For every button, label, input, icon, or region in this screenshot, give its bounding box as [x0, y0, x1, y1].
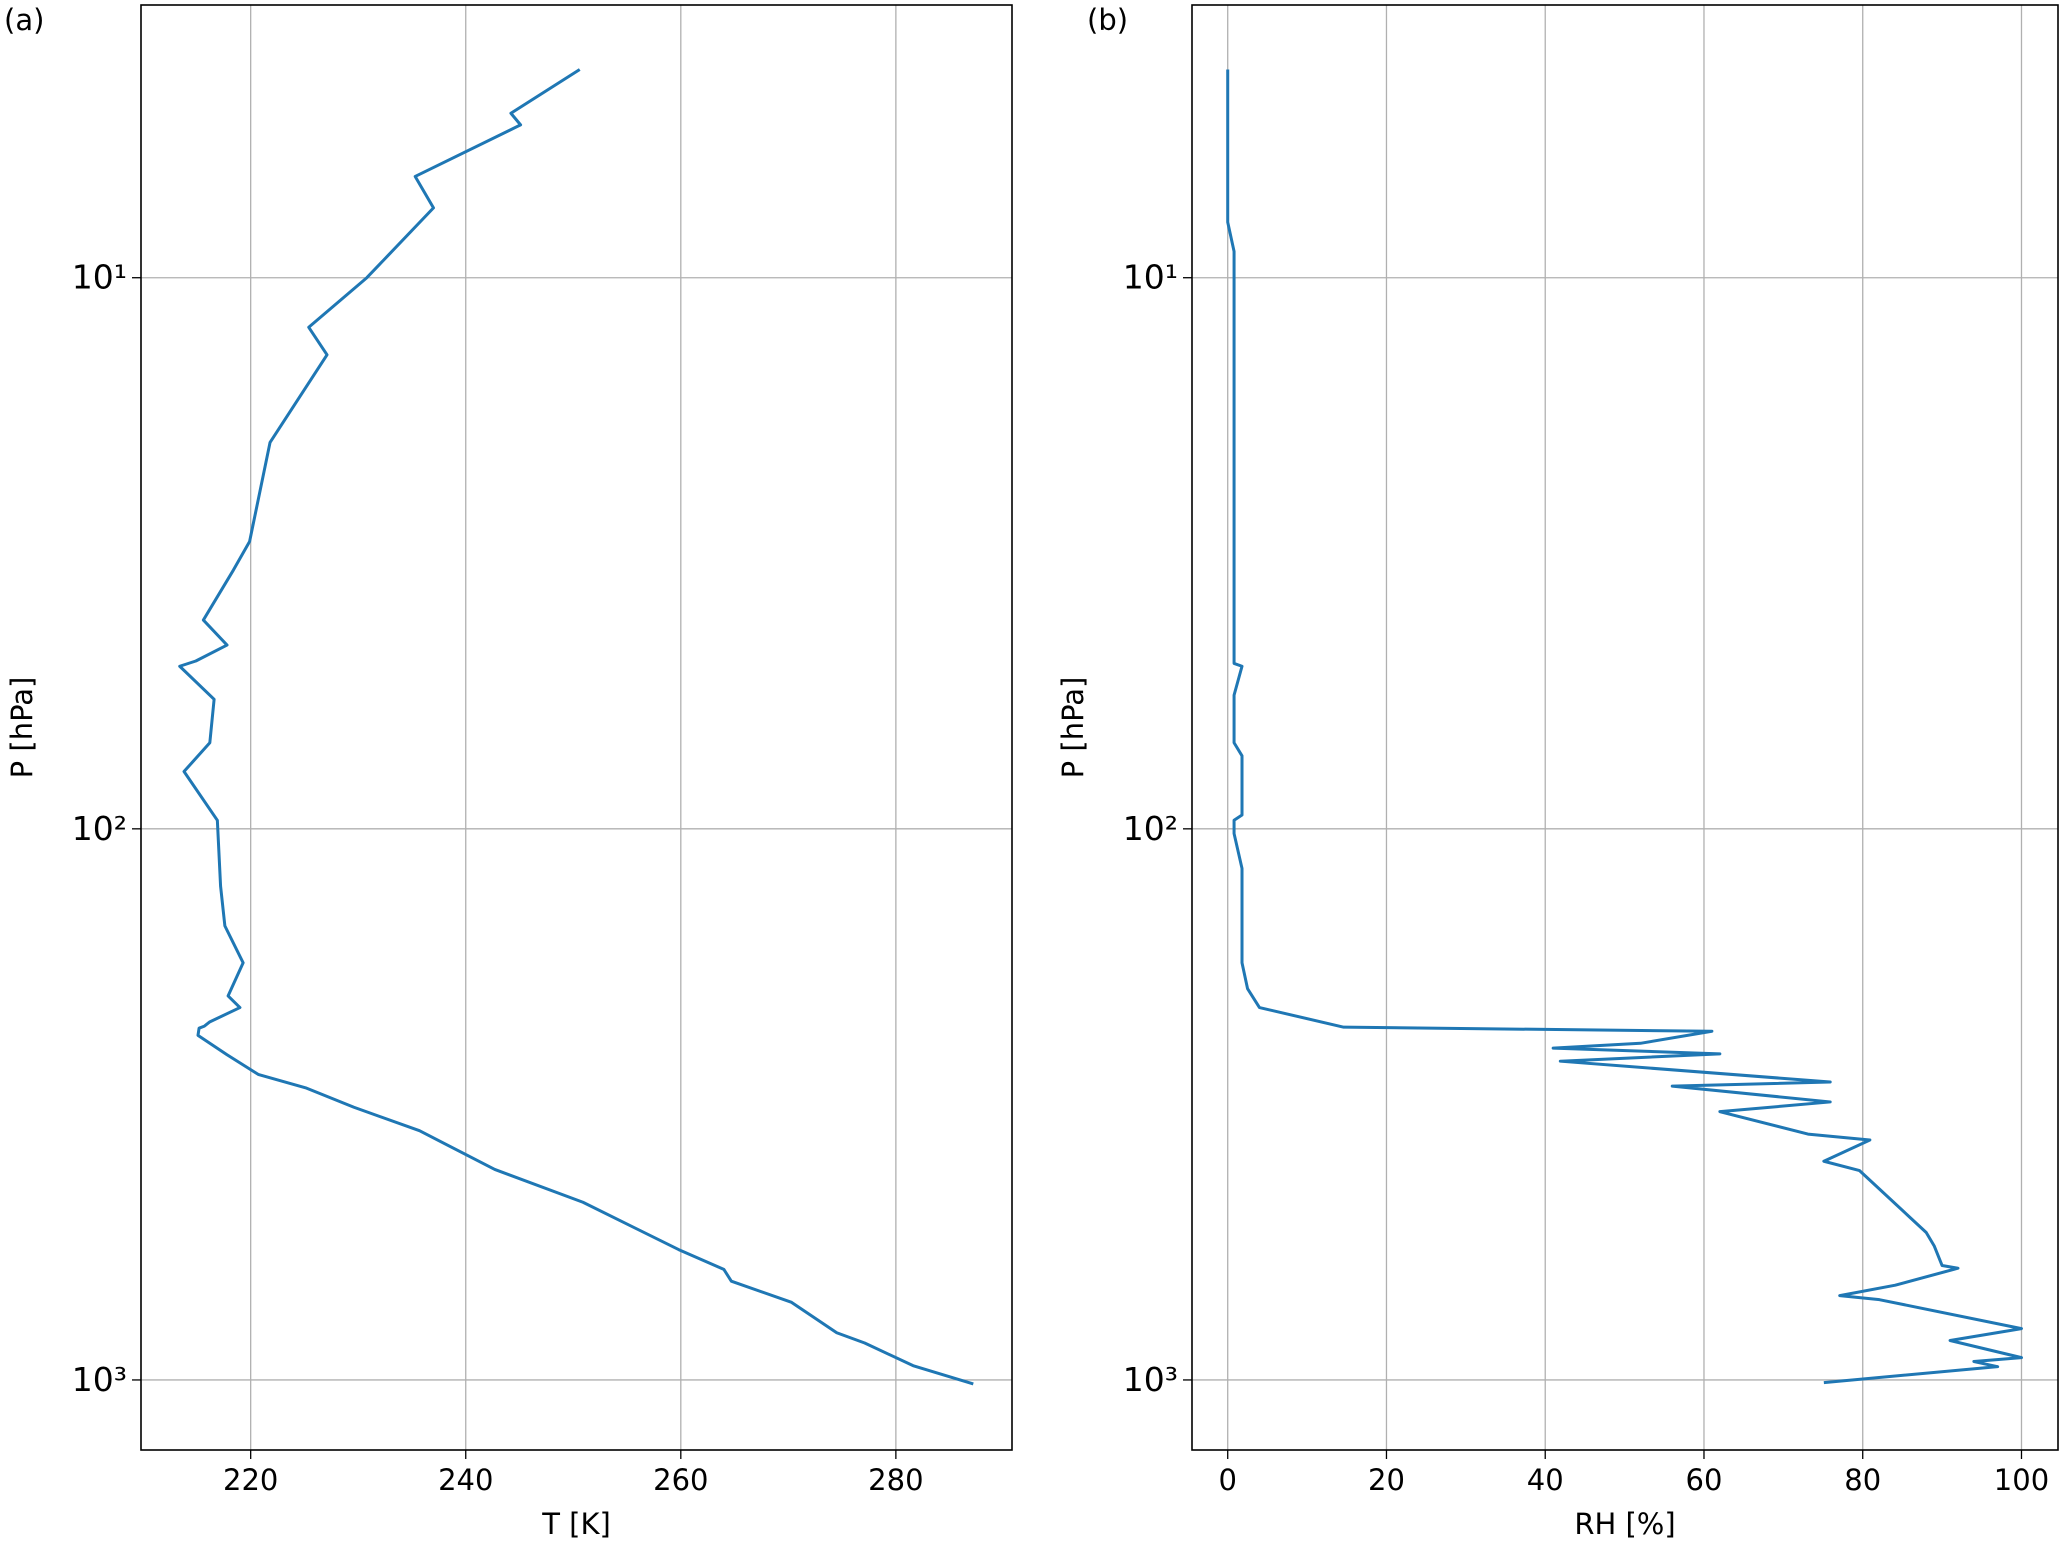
x-tick-label: 80 — [1844, 1463, 1881, 1497]
x-tick-label: 280 — [868, 1463, 923, 1497]
axes-frame — [140, 4, 1013, 1451]
y-tick-label: 10³ — [72, 1360, 127, 1399]
x-tick-label: 240 — [438, 1463, 493, 1497]
y-axis-label: P [hPa] — [5, 677, 39, 779]
data-line — [1226, 69, 2023, 1385]
x-tick-label: 0 — [1218, 1463, 1236, 1497]
x-tick-label: 260 — [653, 1463, 708, 1497]
y-tick-label: 10¹ — [72, 258, 127, 297]
y-tick-label: 10¹ — [1123, 258, 1178, 297]
panel-label: (b) — [1087, 3, 1128, 37]
y-tick-label: 10² — [1123, 809, 1178, 848]
panel-label: (a) — [4, 3, 44, 37]
x-axis-label: T [K] — [541, 1507, 611, 1541]
x-tick-label: 40 — [1527, 1463, 1564, 1497]
x-tick-label: 20 — [1368, 1463, 1405, 1497]
axes-frame — [1191, 4, 2059, 1451]
x-tick-label: 220 — [223, 1463, 278, 1497]
panel: 220 240 260 280 10¹ 10² 10³ T [K] P [hPa] (a) — [4, 3, 1013, 1541]
panel: 0 20 40 60 80 100 10¹ 10² 10³ RH [%] P [hPa] (b) — [1056, 3, 2059, 1541]
y-tick-label: 10² — [72, 809, 127, 848]
y-tick-label: 10³ — [1123, 1360, 1178, 1399]
x-tick-label: 100 — [1994, 1463, 2049, 1497]
x-axis-label: RH [%] — [1574, 1507, 1675, 1541]
y-axis-label: P [hPa] — [1056, 677, 1090, 779]
x-tick-label: 60 — [1686, 1463, 1723, 1497]
data-line — [178, 68, 974, 1386]
